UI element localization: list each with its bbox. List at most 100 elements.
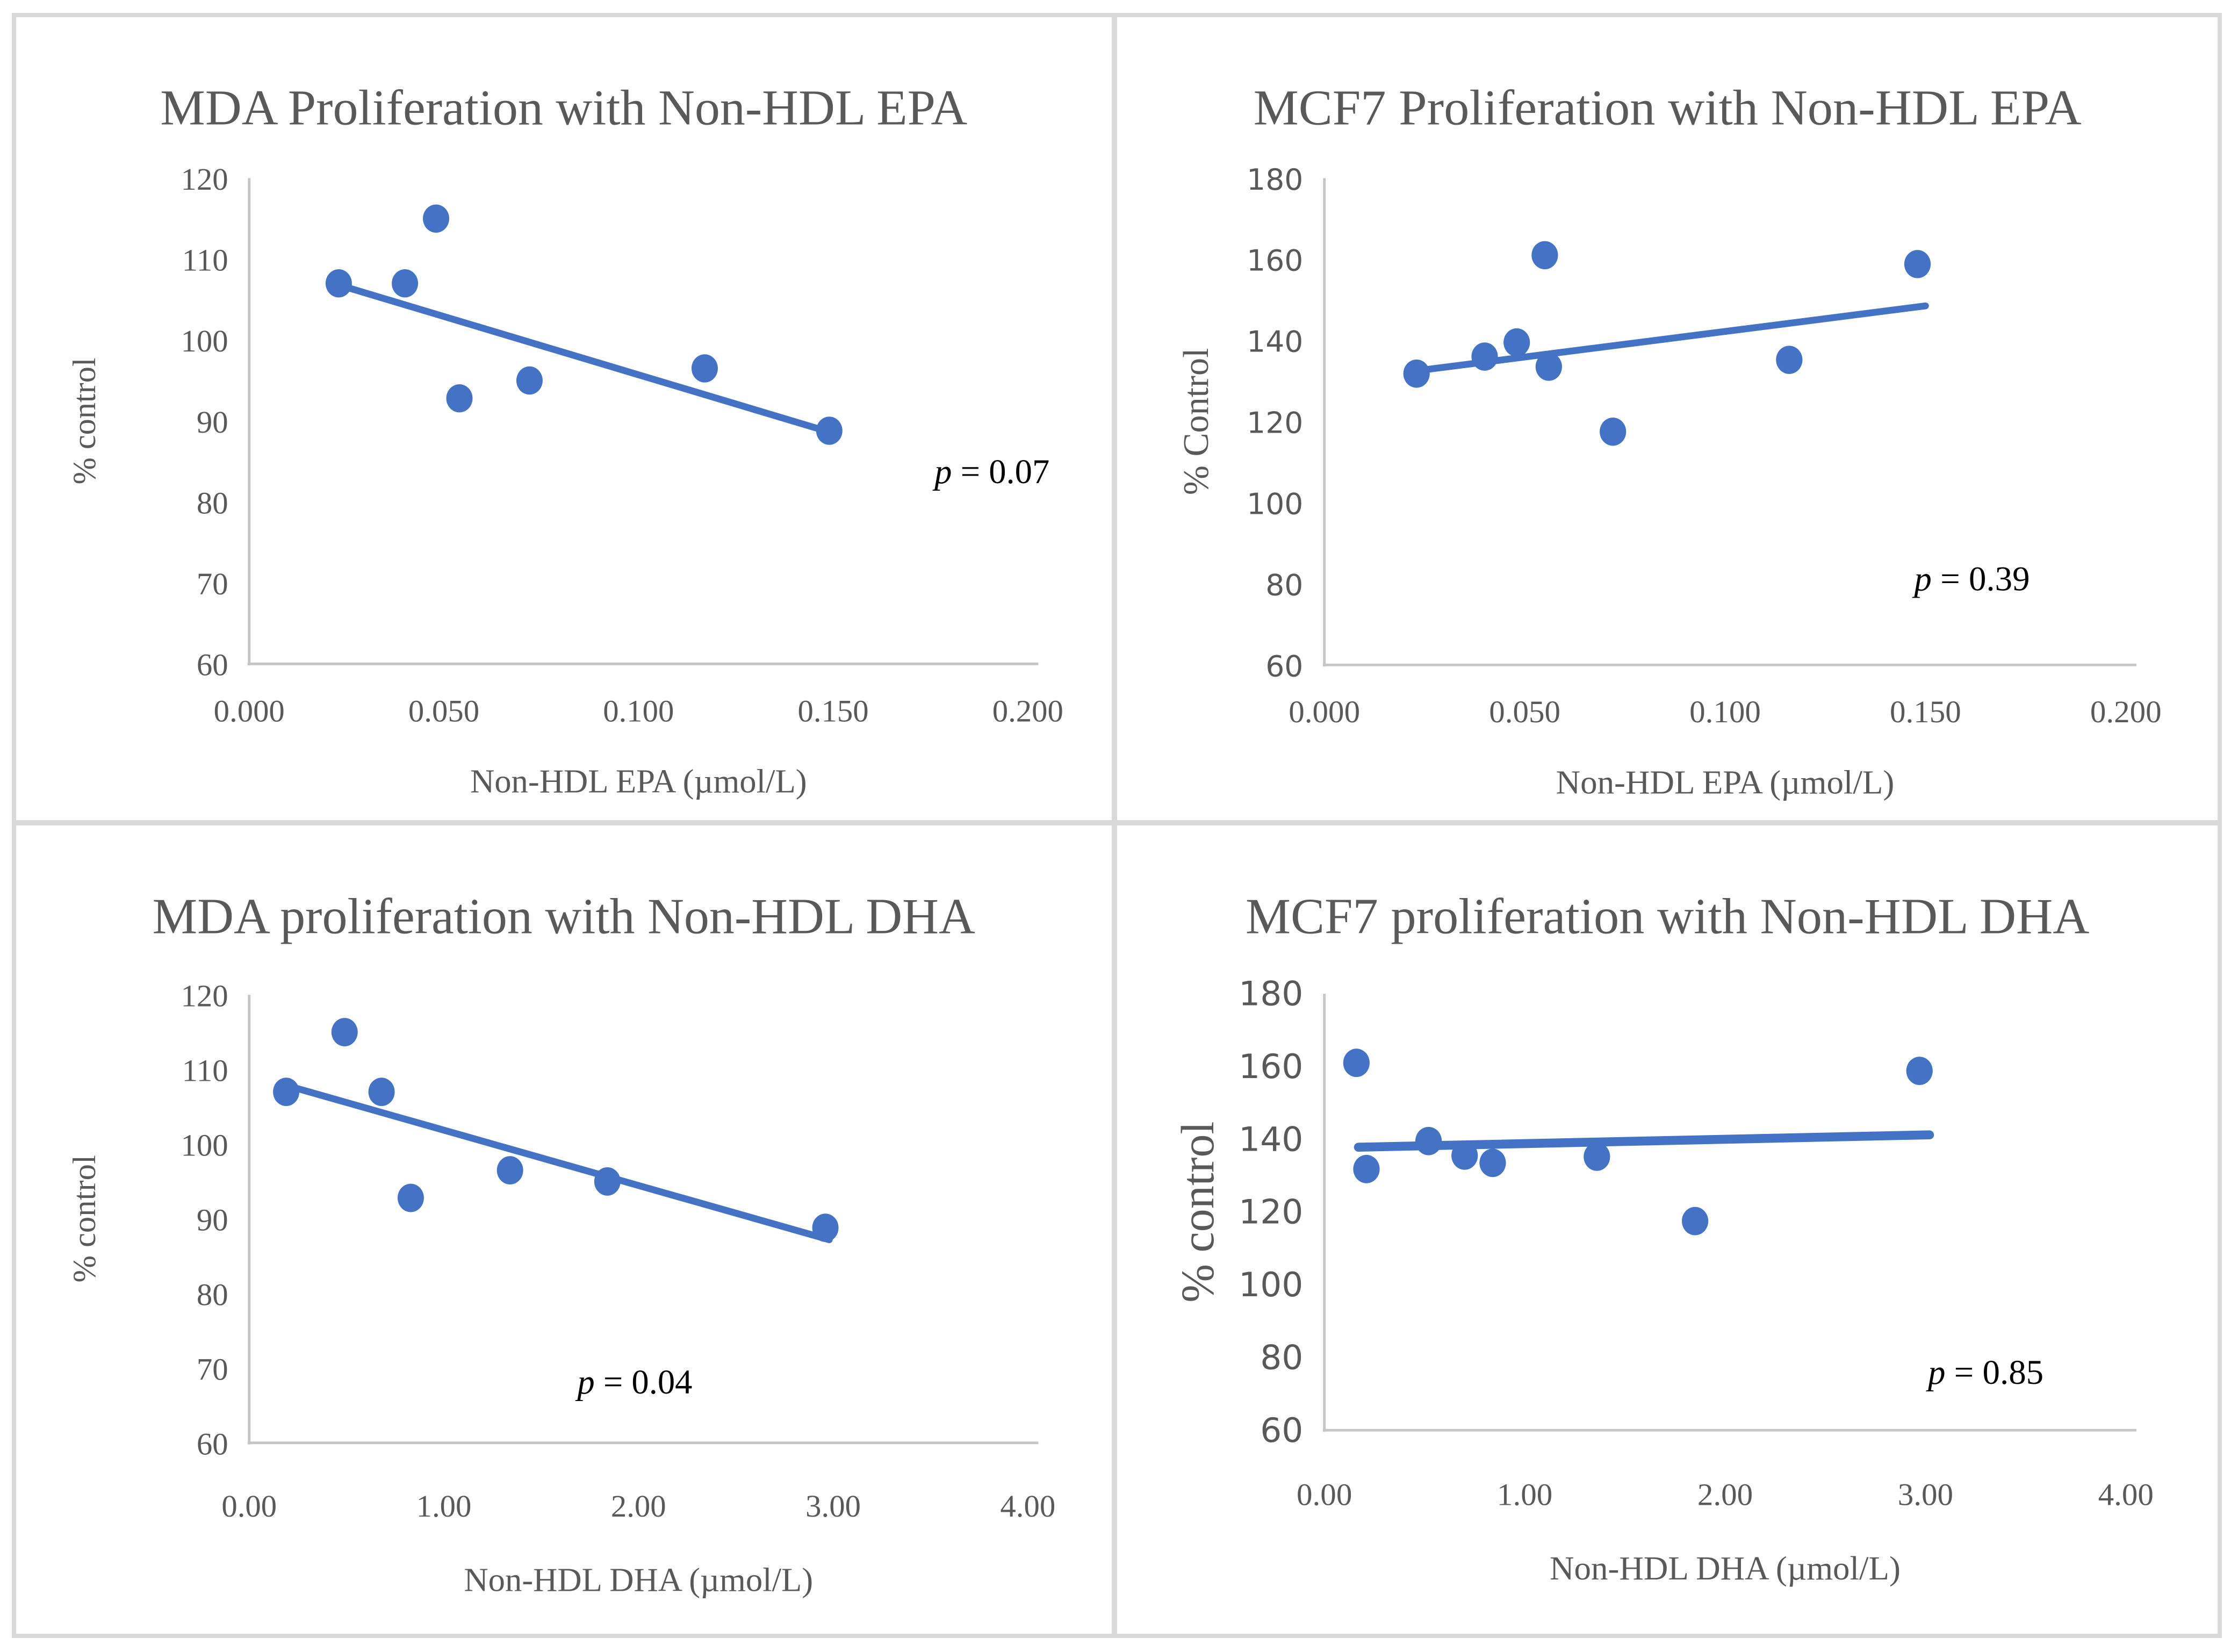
data-point <box>1583 1142 1610 1171</box>
data-point <box>1775 346 1802 374</box>
y-tick-label: 110 <box>182 243 228 278</box>
x-tick-label: 3.00 <box>805 1489 861 1524</box>
data-point <box>1403 360 1430 388</box>
trend-line <box>284 1082 833 1244</box>
chart-title: MDA Proliferation with Non-HDL EPA <box>160 81 967 136</box>
p-value-italic: p <box>1912 559 1931 598</box>
y-tick-label: 80 <box>1265 568 1303 602</box>
data-point <box>325 269 352 298</box>
x-tick-label: 1.00 <box>416 1489 472 1524</box>
y-tick-label: 80 <box>197 1277 228 1312</box>
x-tick-label: 0.00 <box>221 1489 277 1524</box>
p-value-label: p = 0.07 <box>932 452 1049 491</box>
p-value-label: p = 0.39 <box>1912 559 2030 598</box>
y-tick-label: 100 <box>1247 487 1303 521</box>
x-tick-label: 0.050 <box>408 693 479 728</box>
y-tick-label: 80 <box>197 486 228 521</box>
x-axis-title: Non-HDL EPA (µmol/L) <box>470 763 807 800</box>
y-tick-label: 70 <box>197 566 228 601</box>
data-point <box>812 1213 839 1242</box>
data-point <box>496 1156 523 1185</box>
data-point <box>1681 1206 1708 1236</box>
y-tick-label: 120 <box>1239 1193 1303 1232</box>
data-point <box>1531 241 1558 270</box>
data-point <box>1535 353 1562 381</box>
x-tick-label: 0.200 <box>2090 695 2161 730</box>
y-tick-label: 120 <box>1247 406 1303 440</box>
chart-title: MDA proliferation with Non-HDL DHA <box>153 889 975 945</box>
p-value-italic: p <box>575 1362 594 1401</box>
x-tick-label: 2.00 <box>1697 1477 1752 1512</box>
data-point <box>392 269 419 298</box>
x-axis-title: Non-HDL DHA (µmol/L) <box>464 1561 813 1599</box>
y-tick-label: 90 <box>197 405 228 440</box>
chart-mda-epa: MDA Proliferation with Non-HDL EPA 60 70 80… <box>67 81 1063 800</box>
x-axis-title: Non-HDL EPA (µmol/L) <box>1556 764 1894 801</box>
y-tick-label: 60 <box>197 1426 228 1461</box>
p-value-label: p = 0.04 <box>575 1362 692 1401</box>
chart-title: MCF7 Proliferation with Non-HDL EPA <box>1253 80 2081 135</box>
data-point <box>594 1167 621 1196</box>
data-point <box>1471 342 1498 371</box>
x-tick-label: 0.100 <box>603 693 674 728</box>
y-tick-label: 60 <box>1260 1411 1303 1450</box>
data-point <box>446 384 473 413</box>
x-axis-title: Non-HDL DHA (µmol/L) <box>1550 1549 1901 1587</box>
y-tick-label: 60 <box>197 648 228 683</box>
y-tick-label: 110 <box>182 1053 228 1088</box>
y-tick-label: 160 <box>1247 243 1303 278</box>
figure-grid: MDA Proliferation with Non-HDL EPA 60 70 80… <box>12 13 2222 1638</box>
data-point <box>1352 1154 1380 1183</box>
chart-mda-dha: MDA proliferation with Non-HDL DHA 60 70 80… <box>67 889 1055 1599</box>
trend-line <box>1354 1130 1934 1152</box>
y-tick-label: 90 <box>197 1202 228 1237</box>
p-value-italic: p <box>932 452 952 491</box>
data-point <box>691 354 718 383</box>
p-value-rest: = 0.39 <box>1931 559 2030 598</box>
data-point <box>516 366 543 395</box>
x-tick-label: 0.000 <box>214 693 285 728</box>
y-tick-label: 100 <box>181 324 228 358</box>
y-tick-label: 140 <box>1239 1120 1303 1159</box>
data-point <box>1599 417 1626 446</box>
x-tick-label: 1.00 <box>1496 1477 1552 1512</box>
chart-title: MCF7 proliferation with Non-HDL DHA <box>1246 889 2089 945</box>
y-tick-label: 180 <box>1247 162 1303 197</box>
y-tick-label: 140 <box>1247 325 1303 359</box>
x-tick-label: 0.100 <box>1689 695 1761 730</box>
x-tick-label: 0.050 <box>1489 695 1560 730</box>
y-tick-label: 70 <box>197 1352 228 1387</box>
data-point <box>1451 1141 1478 1170</box>
x-tick-label: 0.150 <box>797 693 868 728</box>
data-point <box>331 1018 358 1046</box>
x-tick-label: 0.000 <box>1289 695 1360 730</box>
panel-mda-dha: MDA proliferation with Non-HDL DHA 60 70 80… <box>16 825 1117 1634</box>
y-tick-label: 100 <box>1239 1265 1303 1304</box>
p-value-rest: = 0.07 <box>952 452 1049 491</box>
data-point <box>1479 1148 1506 1177</box>
data-point <box>816 416 843 445</box>
y-tick-label: 120 <box>181 979 228 1014</box>
data-point <box>273 1078 300 1107</box>
y-axis-title: % Control <box>1176 348 1215 495</box>
p-value-label: p = 0.85 <box>1925 1353 2043 1392</box>
data-point <box>1415 1126 1442 1155</box>
p-value-rest: = 0.04 <box>595 1362 693 1401</box>
y-tick-label: 100 <box>181 1128 228 1163</box>
data-point <box>423 204 450 233</box>
chart-mcf7-dha: MCF7 proliferation with Non-HDL DHA 60 80 1… <box>1171 889 2153 1587</box>
y-tick-label: 160 <box>1239 1047 1303 1086</box>
data-point <box>1904 250 1931 278</box>
panel-mcf7-epa: MCF7 Proliferation with Non-HDL EPA 60 80 1… <box>1117 17 2218 825</box>
x-tick-label: 3.00 <box>1897 1477 1953 1512</box>
y-tick-label: 120 <box>181 162 228 197</box>
data-point <box>1503 328 1530 357</box>
y-tick-label: 180 <box>1239 974 1303 1014</box>
y-axis-title: % control <box>1171 1122 1223 1303</box>
data-point <box>1343 1048 1370 1078</box>
p-value-rest: = 0.85 <box>1945 1353 2043 1392</box>
x-tick-label: 2.00 <box>611 1489 666 1524</box>
p-value-italic: p <box>1925 1353 1945 1392</box>
x-tick-label: 4.00 <box>2098 1477 2153 1512</box>
y-tick-label: 60 <box>1265 649 1303 684</box>
